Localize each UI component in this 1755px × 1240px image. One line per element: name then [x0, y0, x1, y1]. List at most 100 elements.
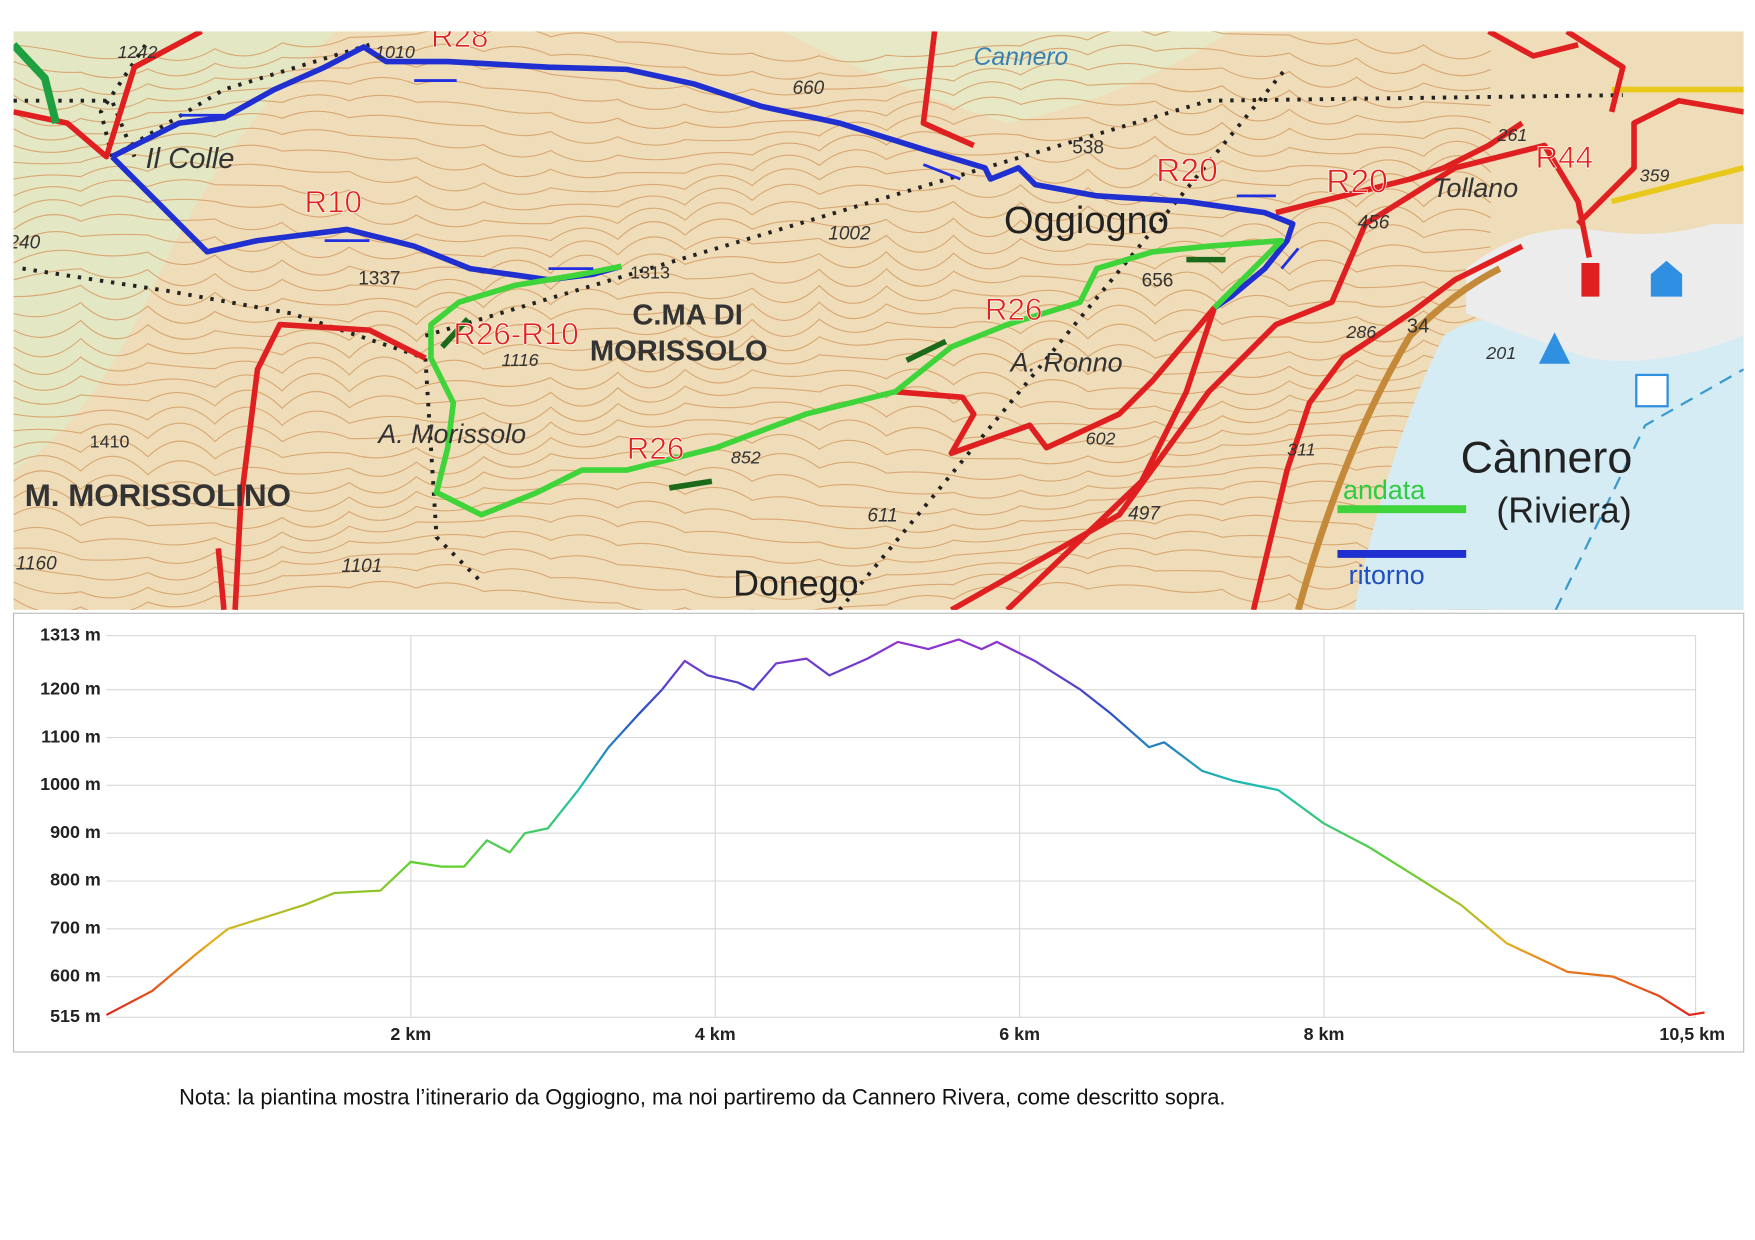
contour-line — [13, 429, 1492, 465]
y-tick-label: 1313 m — [40, 624, 101, 644]
map-label: 538 — [1072, 137, 1104, 158]
map-label: R28 — [431, 19, 488, 54]
road — [1610, 86, 1744, 205]
y-tick-label: 1200 m — [40, 678, 101, 698]
y-tick-label: 600 m — [50, 965, 101, 985]
map-label: 1002 — [828, 223, 871, 244]
contour-line — [13, 301, 1492, 326]
map-label: (Riviera) — [1496, 491, 1631, 531]
map-label: 311 — [1287, 439, 1316, 459]
info-icon — [1581, 262, 1600, 297]
map-label: Cannero — [974, 44, 1068, 71]
contour-line — [13, 547, 1492, 583]
map-label: R26 — [985, 292, 1042, 327]
map-label: 34 — [1407, 315, 1429, 337]
map-label: C.MA DI — [632, 300, 742, 332]
forest-area — [783, 31, 1232, 124]
direction-arrows — [179, 79, 1300, 270]
map-label: 286 — [1345, 322, 1376, 342]
map-label: R20 — [1326, 163, 1388, 200]
map-label: R10 — [305, 185, 362, 220]
x-tick-label: 4 km — [695, 1024, 736, 1044]
contour-line — [13, 144, 1492, 179]
town — [1466, 223, 1744, 361]
map-label: R26 — [627, 431, 684, 466]
contour-line — [13, 31, 1492, 63]
y-tick-label: 515 m — [50, 1006, 101, 1026]
map-label: R44 — [1536, 140, 1593, 175]
map-label: andata — [1343, 475, 1425, 505]
map-label: 201 — [1485, 343, 1516, 363]
contours — [13, 31, 1492, 610]
y-tick-label: 1100 m — [41, 726, 101, 746]
map-label: 1337 — [358, 268, 400, 289]
contour-line — [13, 496, 1491, 533]
path-dotted — [13, 42, 1623, 610]
y-tick-label: 800 m — [50, 870, 101, 890]
map-label: R20 — [1156, 152, 1218, 189]
contour-line — [13, 110, 1492, 146]
y-tick-label: 1000 m — [40, 774, 101, 794]
map-label: 611 — [867, 506, 897, 527]
contour-line — [13, 368, 1491, 396]
contour-line — [13, 213, 1491, 244]
map-label: 1240 — [0, 232, 41, 253]
contour-line — [13, 382, 1491, 413]
contour-line — [13, 43, 1492, 80]
contour-line — [13, 514, 1492, 549]
note: Nota: la piantina mostra l’itinerario da… — [179, 1085, 1225, 1110]
x-tick-label: 10,5 km — [1659, 1024, 1725, 1044]
contour-line — [13, 284, 1492, 309]
camping-icon — [1538, 332, 1571, 364]
map-label: Donego — [733, 563, 858, 603]
x-tick-label: 2 km — [390, 1024, 431, 1044]
map-label: 1242 — [118, 42, 158, 62]
map-label: 1010 — [375, 42, 415, 62]
map-label: Cànnero — [1461, 432, 1633, 482]
contour-line — [13, 318, 1492, 343]
ferry-line — [1554, 368, 1744, 610]
map-label: 359 — [1640, 165, 1670, 185]
map-label: 1313 — [630, 263, 670, 283]
map-label: MORISSOLO — [590, 335, 768, 367]
map-label: 1410 — [90, 432, 130, 452]
contour-line — [13, 231, 1491, 260]
elevation-line — [105, 638, 1705, 1017]
map-label: R26-R10 — [453, 317, 578, 352]
contour-line — [13, 564, 1491, 600]
y-tick-label: 700 m — [50, 918, 101, 938]
map-label: Tollano — [1433, 173, 1519, 203]
map-label: ritorno — [1349, 560, 1425, 590]
map-label: 660 — [792, 78, 824, 99]
map-label: M. MORISSOLINO — [25, 478, 291, 513]
map-label: 261 — [1497, 125, 1528, 145]
contour-line — [13, 127, 1492, 163]
map: 1242 1010 R28 Cannero 660 538 R20 R20 Tollano R44… — [0, 19, 1744, 610]
red-trail — [13, 31, 1744, 610]
outbound-route — [428, 237, 1285, 518]
map-label: A. Ronno — [1009, 348, 1123, 378]
contour-line — [13, 446, 1491, 482]
contour-line — [13, 249, 1492, 276]
map-label: 1101 — [341, 556, 382, 577]
map-label: Il Colle — [146, 143, 235, 175]
map-label: 1116 — [501, 350, 538, 370]
map-label: 497 — [1128, 503, 1161, 524]
map-label: 602 — [1086, 428, 1116, 448]
green-trail — [13, 42, 60, 125]
contour-line — [13, 580, 1491, 610]
map-label: 1160 — [16, 554, 57, 575]
contour-line — [13, 161, 1492, 195]
contour-line — [13, 351, 1491, 379]
contour-line — [13, 530, 1492, 567]
contour-line — [13, 412, 1492, 448]
map-label: 852 — [731, 447, 761, 467]
harbor-icon — [1635, 373, 1669, 408]
map-labels: 1242 1010 R28 Cannero 660 538 R20 R20 Tollano R44… — [0, 19, 1670, 603]
contour-line — [13, 480, 1491, 516]
road — [1295, 265, 1502, 610]
contour-line — [13, 463, 1491, 499]
forest-area — [13, 31, 336, 471]
